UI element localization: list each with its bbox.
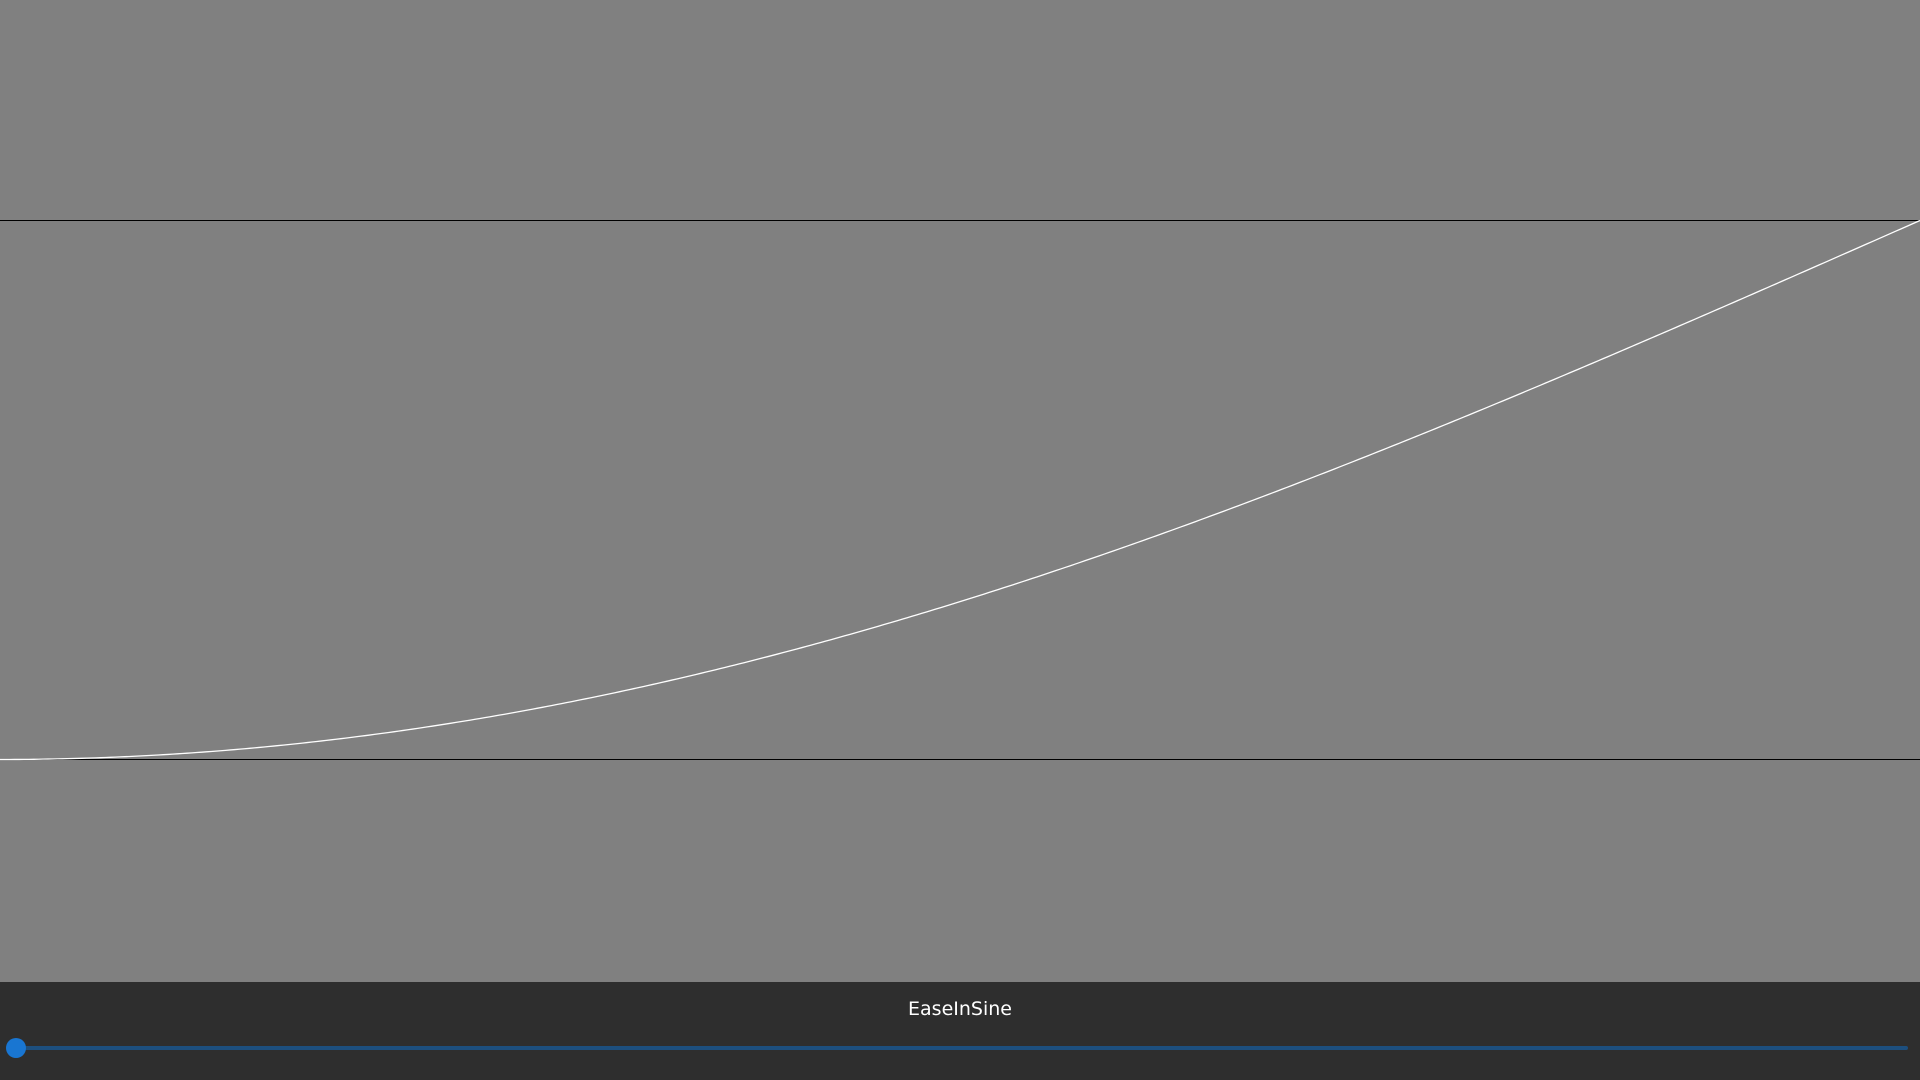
- easing-plot: [0, 219, 1920, 761]
- control-bar: EaseInSine: [0, 982, 1920, 1080]
- slider-thumb[interactable]: [6, 1038, 26, 1058]
- progress-slider[interactable]: [6, 1036, 1908, 1060]
- easing-curve: [0, 219, 1920, 761]
- easing-name-label: EaseInSine: [908, 998, 1012, 1020]
- slider-track[interactable]: [16, 1046, 1908, 1050]
- easing-plot-area: [0, 219, 1920, 761]
